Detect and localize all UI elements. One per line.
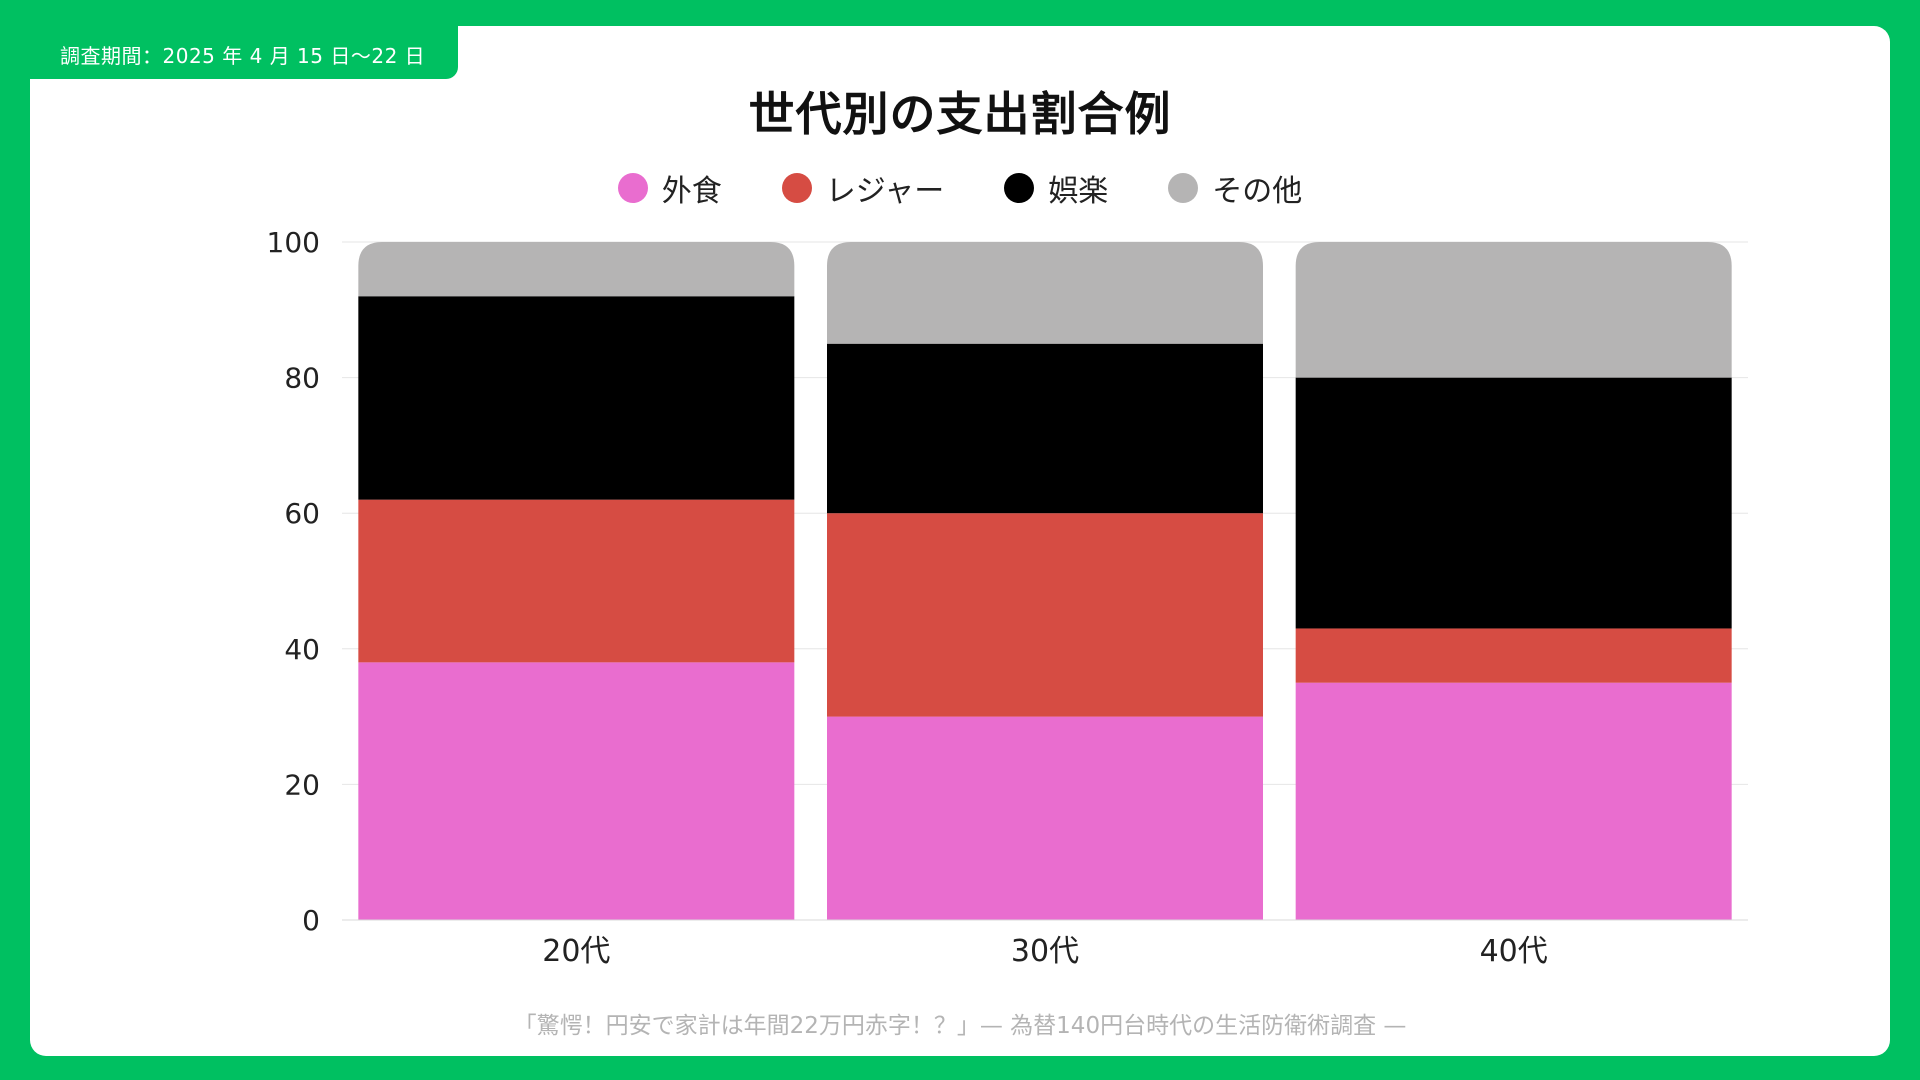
chart-title: 世代別の支出割合例 bbox=[748, 87, 1172, 141]
chart-legend: 外食 レジャー 娯楽 その他 bbox=[0, 166, 1920, 210]
survey-period-text: 調査期間：2025 年 4 月 15 日〜22 日 bbox=[60, 44, 426, 68]
legend-swatch-1 bbox=[781, 173, 812, 203]
legend-item-1[interactable]: レジャー bbox=[781, 166, 945, 210]
legend-item-0[interactable]: 外食 bbox=[617, 166, 722, 210]
bar-segment-1-0[interactable] bbox=[827, 716, 1263, 920]
y-tick-label-2: 40 bbox=[284, 633, 320, 666]
y-tick-label-3: 60 bbox=[284, 497, 320, 530]
legend-swatch-3 bbox=[1168, 173, 1199, 203]
bar-segment-2-0[interactable] bbox=[1295, 682, 1732, 920]
legend-label-3: その他 bbox=[1212, 174, 1303, 209]
y-tick-label-0: 0 bbox=[302, 904, 320, 937]
bar-segment-2-1[interactable] bbox=[1295, 628, 1732, 683]
stacked-bar-chart: 0 20 40 60 80 100 20代 30代 40代 bbox=[267, 226, 1748, 969]
bar-segment-0-0[interactable] bbox=[358, 662, 795, 920]
bar-segment-2-2[interactable] bbox=[1295, 377, 1732, 629]
bar-segment-2-3[interactable] bbox=[1295, 242, 1732, 378]
legend-label-0: 外食 bbox=[661, 174, 722, 209]
x-tick-label-2: 40代 bbox=[1480, 934, 1548, 969]
x-tick-label-0: 20代 bbox=[542, 934, 610, 969]
legend-swatch-2 bbox=[1004, 173, 1035, 203]
bar-segment-0-2[interactable] bbox=[358, 296, 795, 500]
y-tick-label-4: 80 bbox=[284, 362, 320, 395]
y-tick-label-5: 100 bbox=[267, 226, 320, 259]
legend-label-2: 娯楽 bbox=[1048, 174, 1109, 209]
legend-label-1: レジャー bbox=[825, 174, 945, 209]
legend-swatch-0 bbox=[617, 173, 648, 203]
bar-segment-1-2[interactable] bbox=[827, 343, 1263, 514]
legend-item-2[interactable]: 娯楽 bbox=[1004, 166, 1108, 210]
y-tick-label-1: 20 bbox=[284, 768, 320, 801]
bar-segment-0-3[interactable] bbox=[358, 242, 795, 297]
bar-segment-0-1[interactable] bbox=[358, 499, 795, 663]
survey-period-tab: 調査期間：2025 年 4 月 15 日〜22 日 bbox=[30, 26, 458, 79]
bar-segment-1-1[interactable] bbox=[827, 513, 1263, 717]
source-footer: 「驚愕！円安で家計は年間22万円赤字！？」— 為替140円台時代の生活防衛術調査… bbox=[513, 1013, 1407, 1039]
x-tick-label-1: 30代 bbox=[1011, 934, 1079, 969]
legend-item-3[interactable]: その他 bbox=[1168, 166, 1302, 210]
bar-segment-1-3[interactable] bbox=[827, 242, 1263, 344]
